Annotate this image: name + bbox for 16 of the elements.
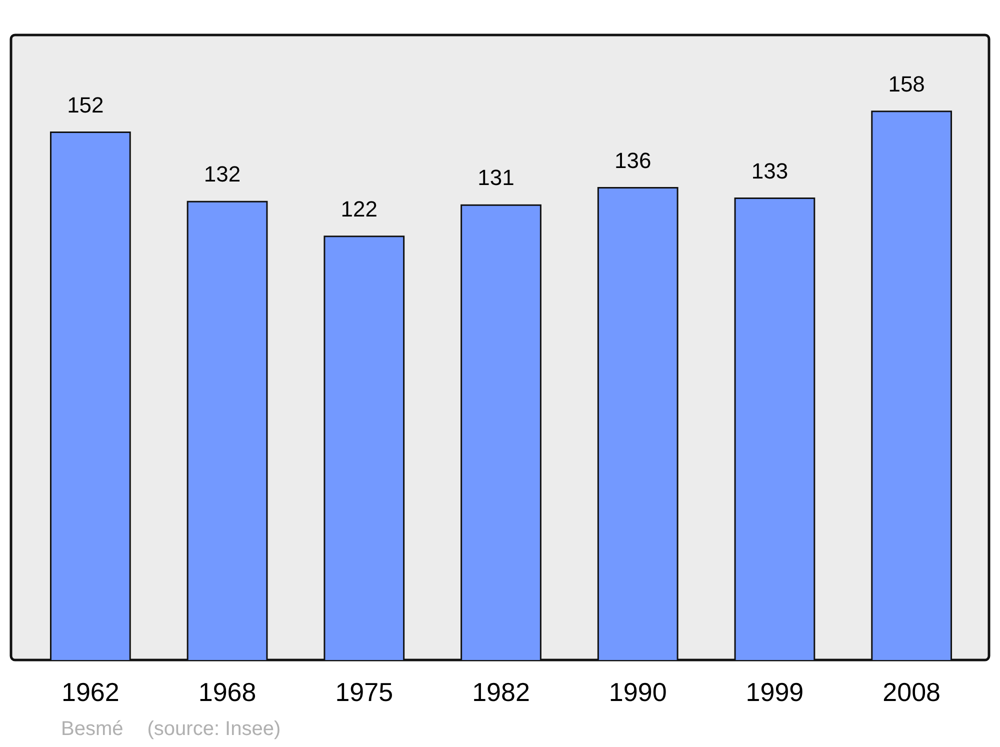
x-tick-label: 1999 (746, 676, 804, 707)
x-tick-label: 1975 (335, 676, 394, 707)
data-label: 132 (204, 162, 241, 187)
text: (source: Insee) (147, 718, 281, 740)
data-label: 122 (340, 196, 378, 222)
x-tick-label: 1982 (472, 676, 530, 707)
x-tick-label: 1990 (608, 676, 667, 707)
data-label: 131 (478, 165, 514, 190)
data-label: 152 (67, 92, 104, 118)
data-label: 136 (614, 148, 652, 173)
x-tick-label: 2008 (882, 676, 940, 707)
data-label: 158 (888, 71, 925, 96)
data-label: 133 (751, 158, 788, 184)
x-tick-label: 1968 (198, 676, 256, 707)
x-tick-label: 1962 (62, 676, 120, 707)
text: Besmé (61, 718, 124, 740)
